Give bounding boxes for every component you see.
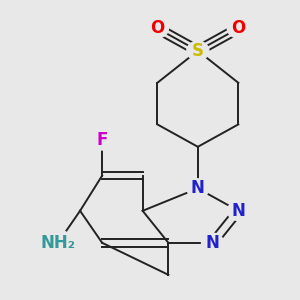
Circle shape [187, 41, 209, 60]
Text: F: F [97, 131, 108, 149]
Circle shape [146, 19, 168, 38]
Text: N: N [206, 234, 220, 252]
Text: O: O [231, 20, 245, 38]
Circle shape [227, 19, 249, 38]
Text: S: S [192, 42, 204, 60]
Text: O: O [150, 20, 164, 38]
Circle shape [43, 230, 73, 256]
Text: N: N [191, 179, 205, 197]
Circle shape [187, 179, 209, 198]
Circle shape [202, 233, 224, 252]
Circle shape [91, 131, 113, 150]
Circle shape [227, 201, 249, 220]
Text: NH₂: NH₂ [40, 234, 76, 252]
Text: N: N [231, 202, 245, 220]
